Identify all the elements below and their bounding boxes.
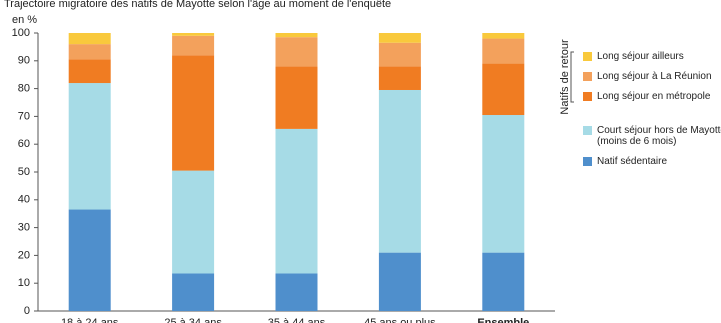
y-tick-label: 0 — [24, 305, 30, 317]
legend-label: Natif sédentaire — [597, 156, 668, 167]
legend-swatch — [583, 52, 592, 61]
legend-label: Long séjour en métropole — [597, 91, 711, 102]
legend-label: Court séjour hors de Mayotte (moins de 6… — [597, 125, 721, 147]
legend-bracket — [570, 51, 574, 103]
x-tick-label: Ensemble — [477, 317, 529, 323]
bar-segment — [482, 33, 525, 39]
bar-segment — [275, 128, 318, 274]
bar-segment — [172, 273, 215, 311]
legend-label: Long séjour ailleurs — [597, 51, 684, 62]
bar-segment — [482, 38, 525, 64]
y-tick-label: 70 — [18, 110, 30, 122]
x-tick-label: 45 ans ou plus — [364, 317, 436, 323]
bar-segment — [172, 33, 215, 36]
legend-group-label: Natifs de retour — [559, 39, 571, 115]
y-axis-label: en % — [12, 14, 37, 26]
bar-segment — [68, 33, 111, 45]
y-tick-label: 50 — [18, 166, 30, 178]
legend-swatch — [583, 72, 592, 81]
bar-segment — [378, 252, 421, 311]
bar-segment — [378, 33, 421, 43]
bar-segment — [482, 115, 525, 253]
y-tick-label: 30 — [18, 222, 30, 234]
bar-segment — [68, 59, 111, 84]
bar-segment — [68, 44, 111, 60]
legend-swatch — [583, 157, 592, 166]
bar-segment — [378, 89, 421, 253]
bar-segment — [172, 55, 215, 171]
bar-segment — [68, 83, 111, 210]
bar-segment — [378, 42, 421, 67]
bar-segment — [378, 66, 421, 90]
y-tick-label: 10 — [18, 277, 30, 289]
bar-segment — [482, 252, 525, 311]
chart-title: Trajectoire migratoire des natifs de May… — [4, 0, 391, 10]
legend-swatch — [583, 126, 592, 135]
y-tick-label: 20 — [18, 249, 30, 261]
y-tick-label: 100 — [12, 27, 30, 39]
y-tick-label: 40 — [18, 194, 30, 206]
bar-segment — [275, 33, 318, 38]
bar-segment — [275, 273, 318, 311]
bar-segment — [172, 35, 215, 56]
y-tick-label: 90 — [18, 55, 30, 67]
x-tick-label: 35 à 44 ans — [268, 317, 326, 323]
y-tick-label: 60 — [18, 138, 30, 150]
bar-segment — [68, 209, 111, 311]
bar-segment — [275, 66, 318, 129]
bar-segment — [172, 170, 215, 274]
y-tick-label: 80 — [18, 83, 30, 95]
legend-swatch — [583, 92, 592, 101]
x-tick-label: 25 à 34 ans — [164, 317, 222, 323]
legend-label: Long séjour à La Réunion — [597, 71, 712, 82]
bar-segment — [482, 63, 525, 116]
x-tick-label: 18 à 24 ans — [61, 317, 119, 323]
bar-segment — [275, 37, 318, 67]
